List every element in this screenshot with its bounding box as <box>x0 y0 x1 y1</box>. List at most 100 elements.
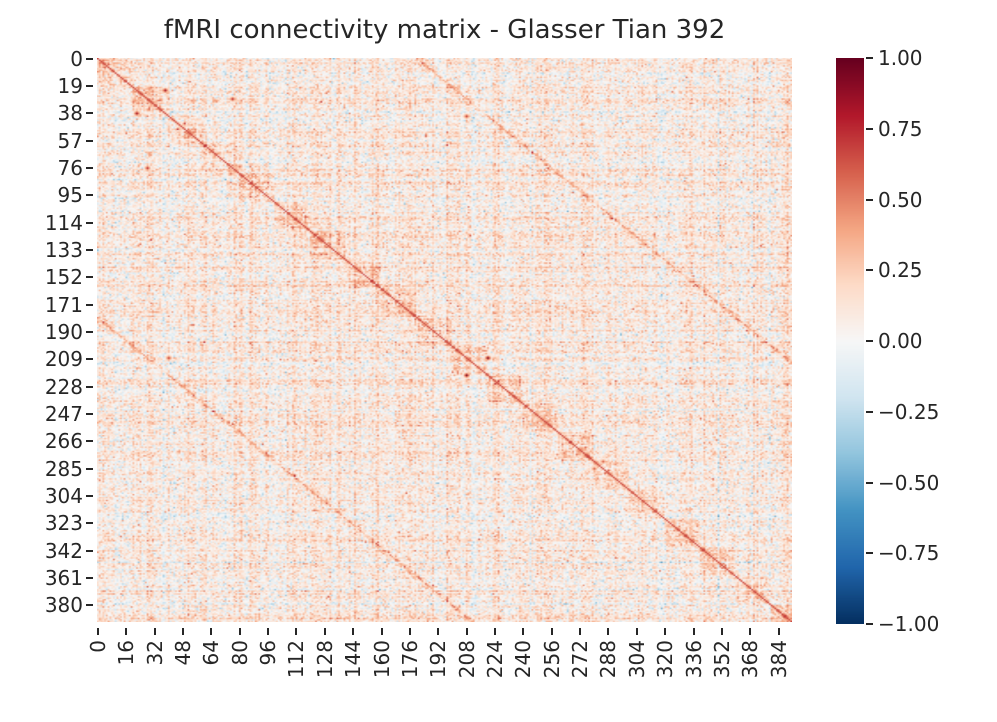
x-tick-mark <box>96 628 99 635</box>
y-tick-mark <box>86 57 93 60</box>
y-tick-label: 209 <box>44 347 83 372</box>
x-tick-mark <box>323 628 326 635</box>
colorbar-tick-label: 0.00 <box>878 329 923 353</box>
x-tick-label: 224 <box>483 640 508 679</box>
colorbar-tick-label: 1.00 <box>878 46 923 70</box>
y-tick-label: 190 <box>44 320 83 345</box>
colorbar-tick-mark <box>866 198 873 201</box>
x-tick-mark <box>153 628 156 635</box>
x-tick-label: 112 <box>284 640 309 679</box>
y-tick-mark <box>86 221 93 224</box>
x-tick-label: 368 <box>738 640 763 679</box>
y-tick-label: 380 <box>44 593 83 618</box>
x-tick-label: 288 <box>596 640 621 679</box>
y-tick-mark <box>86 495 93 498</box>
colorbar <box>836 58 864 624</box>
x-tick-mark <box>720 628 723 635</box>
x-tick-mark <box>664 628 667 635</box>
x-tick-mark <box>692 628 695 635</box>
y-tick-mark <box>86 112 93 115</box>
colorbar-tick-mark <box>866 269 873 272</box>
x-tick-label: 128 <box>312 640 337 679</box>
colorbar-tick-label: 0.25 <box>878 258 923 283</box>
y-tick-mark <box>86 577 93 580</box>
x-tick-mark <box>125 628 128 635</box>
colorbar-tick-label: −1.00 <box>878 612 940 636</box>
y-tick-label: 285 <box>44 456 83 481</box>
x-tick-mark <box>635 628 638 635</box>
y-tick-mark <box>86 194 93 197</box>
x-tick-label: 208 <box>454 640 479 679</box>
y-tick-mark <box>86 331 93 334</box>
y-tick-label: 171 <box>44 292 83 317</box>
x-tick-mark <box>522 628 525 635</box>
y-tick-label: 38 <box>57 101 83 126</box>
y-tick-label: 247 <box>44 402 83 427</box>
x-tick-label: 96 <box>256 640 281 666</box>
chart-title: fMRI connectivity matrix - Glasser Tian … <box>163 15 726 45</box>
colorbar-tick-mark <box>866 57 873 59</box>
x-tick-label: 0 <box>85 640 110 653</box>
colorbar-tick-mark <box>866 127 873 130</box>
colorbar-tick-mark <box>866 623 873 625</box>
x-tick-label: 192 <box>426 640 451 679</box>
y-tick-mark <box>86 249 93 252</box>
y-tick-mark <box>86 167 93 170</box>
y-tick-mark <box>86 440 93 443</box>
y-tick-label: 76 <box>57 156 83 181</box>
y-tick-mark <box>86 522 93 525</box>
y-tick-label: 304 <box>44 484 83 509</box>
x-tick-label: 256 <box>539 640 564 679</box>
y-tick-mark <box>86 139 93 142</box>
y-axis: 0 19 38 57 76 95 114 133 152 171 190 209 228 247 266 28… <box>0 0 97 722</box>
y-tick-label: 342 <box>44 538 83 563</box>
y-tick-label: 95 <box>57 183 83 208</box>
colorbar-tick-label: 0.50 <box>878 187 923 212</box>
x-tick-mark <box>210 628 213 635</box>
x-tick-mark <box>465 628 468 635</box>
y-tick-label: 152 <box>44 265 83 290</box>
x-tick-label: 384 <box>766 640 791 679</box>
y-tick-mark <box>86 549 93 552</box>
colorbar-tick-label: −0.25 <box>878 399 940 424</box>
colorbar-tick-label: −0.50 <box>878 470 940 495</box>
colorbar-tick-label: −0.75 <box>878 541 940 566</box>
y-tick-mark <box>86 604 93 607</box>
y-tick-label: 323 <box>44 511 83 536</box>
x-tick-label: 176 <box>397 640 422 679</box>
x-tick-mark <box>550 628 553 635</box>
x-tick-label: 272 <box>568 640 593 679</box>
x-tick-mark <box>238 628 241 635</box>
x-tick-mark <box>494 628 497 635</box>
y-tick-label: 266 <box>44 429 83 454</box>
colorbar-tick-mark <box>866 340 873 342</box>
x-tick-label: 304 <box>624 640 649 679</box>
x-tick-label: 320 <box>653 640 678 679</box>
y-tick-label: 361 <box>44 566 83 591</box>
x-tick-mark <box>579 628 582 635</box>
y-tick-mark <box>86 358 93 361</box>
x-tick-label: 352 <box>709 640 734 679</box>
y-tick-mark <box>86 276 93 279</box>
x-tick-mark <box>749 628 752 635</box>
y-tick-label: 133 <box>44 238 83 263</box>
y-tick-mark <box>86 385 93 388</box>
y-tick-mark <box>86 303 93 306</box>
x-tick-mark <box>380 628 383 635</box>
x-tick-mark <box>437 628 440 635</box>
y-tick-label: 228 <box>44 374 83 399</box>
y-tick-mark <box>86 85 93 88</box>
x-tick-label: 64 <box>199 640 224 666</box>
x-tick-label: 16 <box>114 640 139 666</box>
colorbar-tick-mark <box>866 410 873 413</box>
x-tick-mark <box>607 628 610 635</box>
y-tick-label: 114 <box>44 210 83 235</box>
x-tick-label: 336 <box>681 640 706 679</box>
x-tick-mark <box>352 628 355 635</box>
x-tick-label: 144 <box>341 640 366 679</box>
colorbar-tick-mark <box>866 481 873 484</box>
x-tick-label: 240 <box>511 640 536 679</box>
y-tick-mark <box>86 467 93 470</box>
x-tick-mark <box>181 628 184 635</box>
x-tick-label: 48 <box>170 640 195 666</box>
